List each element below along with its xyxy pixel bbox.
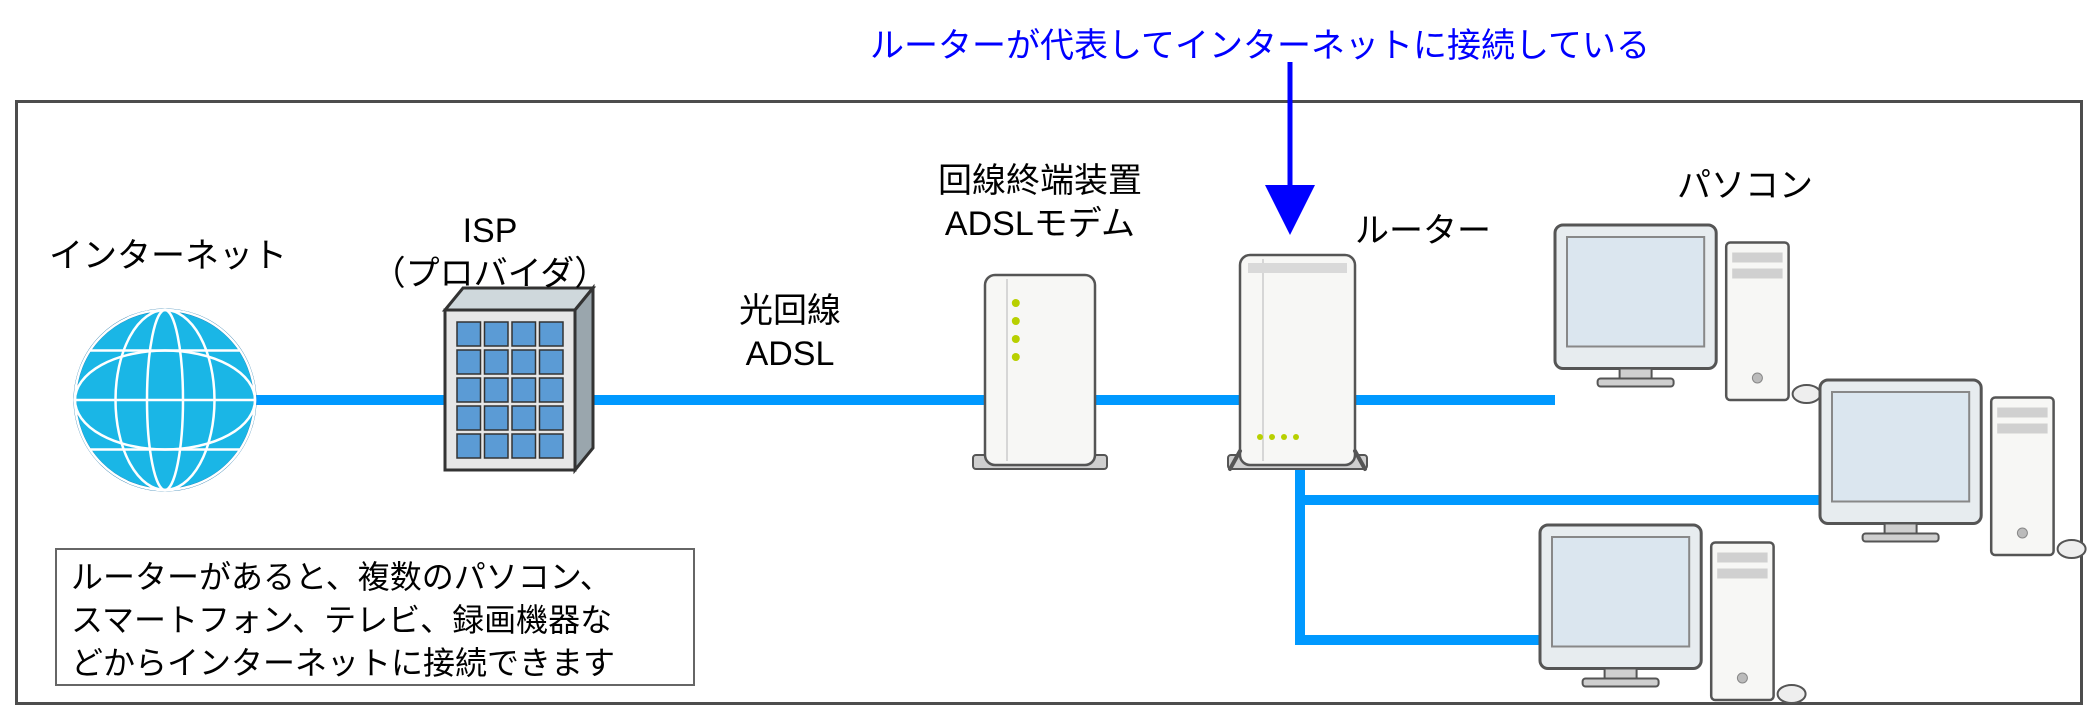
internet-label: インターネット: [28, 235, 308, 278]
pc-icon-1: [1555, 225, 1821, 403]
modem-icon: [973, 275, 1107, 469]
pc-icon-3: [1540, 525, 1806, 703]
explanation-note: ルーターがあると、複数のパソコン、 スマートフォン、テレビ、録画機器な どからイ…: [55, 548, 695, 686]
router-label: ルーター: [1333, 210, 1513, 253]
line-type-label: 光回線 ADSL: [700, 290, 880, 375]
diagram-canvas: ルーターが代表してインターネットに接続している インターネット ISP （プロバ…: [0, 0, 2100, 720]
globe-icon: [75, 310, 255, 490]
router-icon: [1228, 255, 1367, 469]
isp-building-icon: [445, 288, 593, 470]
isp-label: ISP （プロバイダ）: [350, 210, 630, 295]
modem-label: 回線終端装置 ADSLモデム: [900, 160, 1180, 245]
pc-icon-2: [1820, 380, 2086, 558]
router-annotation-text: ルーターが代表してインターネットに接続している: [870, 18, 1770, 67]
pc-label: パソコン: [1655, 165, 1835, 208]
